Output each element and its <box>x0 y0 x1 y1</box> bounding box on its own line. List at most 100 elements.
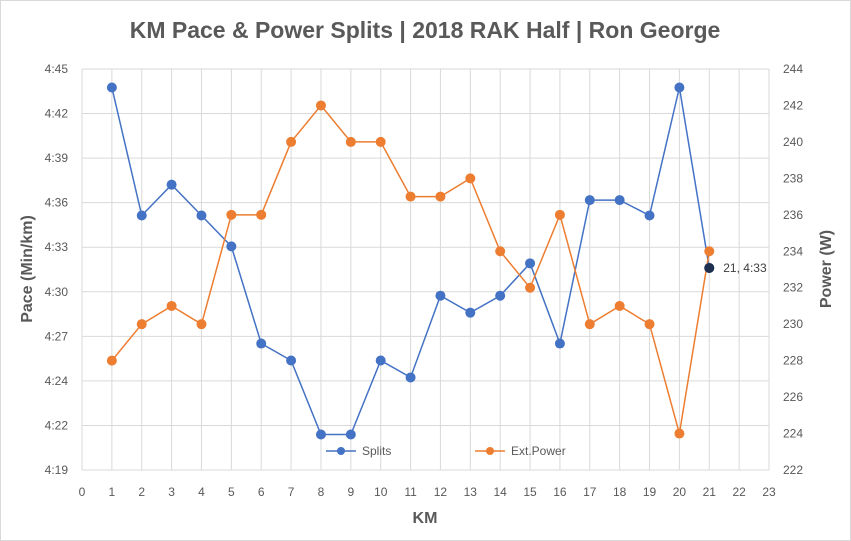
data-point-splits <box>584 195 595 206</box>
x-tick-label: 13 <box>464 485 478 499</box>
x-tick-labels: 0 1 2 3 4 5 6 7 8 9 10 11 12 13 14 15 16 17 18 19 20 21 22 23 <box>79 485 776 499</box>
data-point-splits <box>226 241 237 252</box>
data-point-splits <box>286 355 297 366</box>
legend-label-power: Ext.Power <box>511 444 566 458</box>
data-point-splits <box>256 338 267 349</box>
data-point-power <box>584 319 595 330</box>
data-point-power <box>315 100 326 111</box>
y2-tick-label: 228 <box>783 354 803 368</box>
x-tick-label: 22 <box>732 485 746 499</box>
data-point-power <box>226 209 237 220</box>
data-point-splits <box>554 338 565 349</box>
data-point-splits <box>674 82 685 93</box>
data-point-splits <box>166 179 177 190</box>
x-tick-label: 9 <box>347 485 354 499</box>
data-point-splits <box>375 355 386 366</box>
legend-marker-splits <box>337 447 345 455</box>
data-point-splits <box>525 258 536 269</box>
data-point-power <box>704 246 715 257</box>
y2-tick-label: 238 <box>783 171 803 185</box>
y-tick-labels: 4:19 4:22 4:24 4:27 4:30 4:33 4:36 4:39 4:42 4:45 <box>45 62 69 477</box>
x-tick-label: 20 <box>673 485 687 499</box>
x-tick-label: 16 <box>553 485 567 499</box>
series-layer <box>106 82 715 440</box>
data-point-power <box>256 209 267 220</box>
y2-tick-label: 240 <box>783 135 803 149</box>
data-point-power <box>525 282 536 293</box>
x-tick-label: 14 <box>493 485 507 499</box>
data-point-power <box>554 209 565 220</box>
data-point-splits <box>196 210 207 221</box>
x-tick-label: 15 <box>523 485 537 499</box>
data-point-power <box>375 136 386 147</box>
data-point-power <box>495 246 506 257</box>
data-point-power <box>106 355 117 366</box>
x-tick-label: 10 <box>374 485 388 499</box>
x-tick-label: 6 <box>258 485 265 499</box>
data-point-splits <box>465 307 476 318</box>
x-tick-label: 19 <box>643 485 657 499</box>
data-point-power <box>166 300 177 311</box>
data-point-splits <box>106 82 117 93</box>
y-tick-label: 4:36 <box>45 196 69 210</box>
y-tick-label: 4:22 <box>45 418 69 432</box>
x-tick-label: 18 <box>613 485 627 499</box>
y2-axis-title: Power (W) <box>818 230 835 308</box>
x-tick-label: 12 <box>434 485 448 499</box>
y-tick-label: 4:33 <box>45 240 69 254</box>
data-point-power <box>465 173 476 184</box>
x-tick-label: 1 <box>109 485 116 499</box>
legend-marker-power <box>486 447 494 455</box>
data-point-highlight <box>704 262 715 273</box>
grid-lines <box>81 68 770 471</box>
y-tick-label: 4:24 <box>45 374 69 388</box>
x-tick-label: 7 <box>288 485 295 499</box>
data-point-power <box>345 136 356 147</box>
x-tick-label: 2 <box>138 485 145 499</box>
data-point-splits <box>614 195 625 206</box>
legend: Splits Ext.Power <box>326 444 566 458</box>
y2-tick-label: 232 <box>783 281 803 295</box>
x-tick-label: 8 <box>318 485 325 499</box>
data-point-power <box>435 191 446 202</box>
y2-tick-label: 242 <box>783 98 803 112</box>
x-tick-label: 23 <box>762 485 776 499</box>
y2-tick-label: 224 <box>783 427 803 441</box>
x-tick-label: 21 <box>703 485 717 499</box>
data-point-power <box>674 428 685 439</box>
y2-tick-label: 236 <box>783 208 803 222</box>
x-tick-label: 5 <box>228 485 235 499</box>
data-point-power <box>196 319 207 330</box>
data-point-splits <box>345 429 356 440</box>
y-tick-label: 4:19 <box>45 463 69 477</box>
legend-item-power: Ext.Power <box>475 444 566 458</box>
series-splits <box>106 82 715 440</box>
x-tick-label: 4 <box>198 485 205 499</box>
y2-tick-labels: 222 224 226 228 230 232 234 236 238 240 242 244 <box>783 62 803 477</box>
x-tick-label: 0 <box>79 485 86 499</box>
data-label-annotation: 21, 4:33 <box>723 261 767 275</box>
data-point-power <box>286 136 297 147</box>
y-tick-label: 4:42 <box>45 107 69 121</box>
data-point-power <box>405 191 416 202</box>
data-point-splits <box>315 429 326 440</box>
x-tick-label: 11 <box>404 485 417 499</box>
data-point-power <box>136 319 147 330</box>
x-axis-title: KM <box>413 510 438 527</box>
y-axis-title: Pace (Min/km) <box>19 215 36 323</box>
data-point-power <box>614 300 625 311</box>
y2-tick-label: 222 <box>783 463 803 477</box>
data-point-power <box>644 319 655 330</box>
legend-item-splits: Splits <box>326 444 391 458</box>
x-tick-label: 17 <box>583 485 597 499</box>
data-point-splits <box>495 290 506 301</box>
series-power <box>106 100 715 439</box>
y-tick-label: 4:39 <box>45 151 69 165</box>
data-point-splits <box>136 210 147 221</box>
data-point-splits <box>644 210 655 221</box>
y2-tick-label: 226 <box>783 390 803 404</box>
legend-label-splits: Splits <box>362 444 391 458</box>
y-tick-label: 4:27 <box>45 329 69 343</box>
